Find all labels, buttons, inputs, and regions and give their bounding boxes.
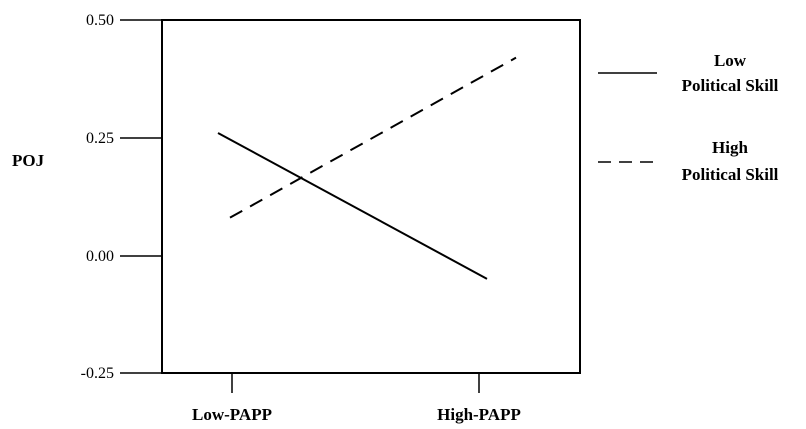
y-axis: 0.50 0.25 0.00 -0.25 xyxy=(81,12,162,382)
y-tick-label-0: 0.50 xyxy=(86,12,114,29)
y-tick-label-3: -0.25 xyxy=(81,365,114,382)
series-line-low-political-skill xyxy=(217,132,488,280)
series-group xyxy=(217,56,517,280)
legend: Low Political Skill High Political Skill xyxy=(598,51,779,184)
x-category-label-0: Low-PAPP xyxy=(192,405,272,424)
y-axis-title: POJ xyxy=(12,151,45,170)
legend-label-low-line1: Low xyxy=(714,51,747,70)
series-line-high-political-skill xyxy=(229,56,517,219)
y-tick-label-1: 0.25 xyxy=(86,130,114,147)
x-category-label-1: High-PAPP xyxy=(437,405,521,424)
legend-label-low-line2: Political Skill xyxy=(682,76,779,95)
legend-label-high-line1: High xyxy=(712,138,748,157)
plot-frame xyxy=(161,19,581,374)
legend-label-high-line2: Political Skill xyxy=(682,165,779,184)
y-tick-label-2: 0.00 xyxy=(86,248,114,265)
x-axis: Low-PAPP High-PAPP xyxy=(192,373,521,424)
